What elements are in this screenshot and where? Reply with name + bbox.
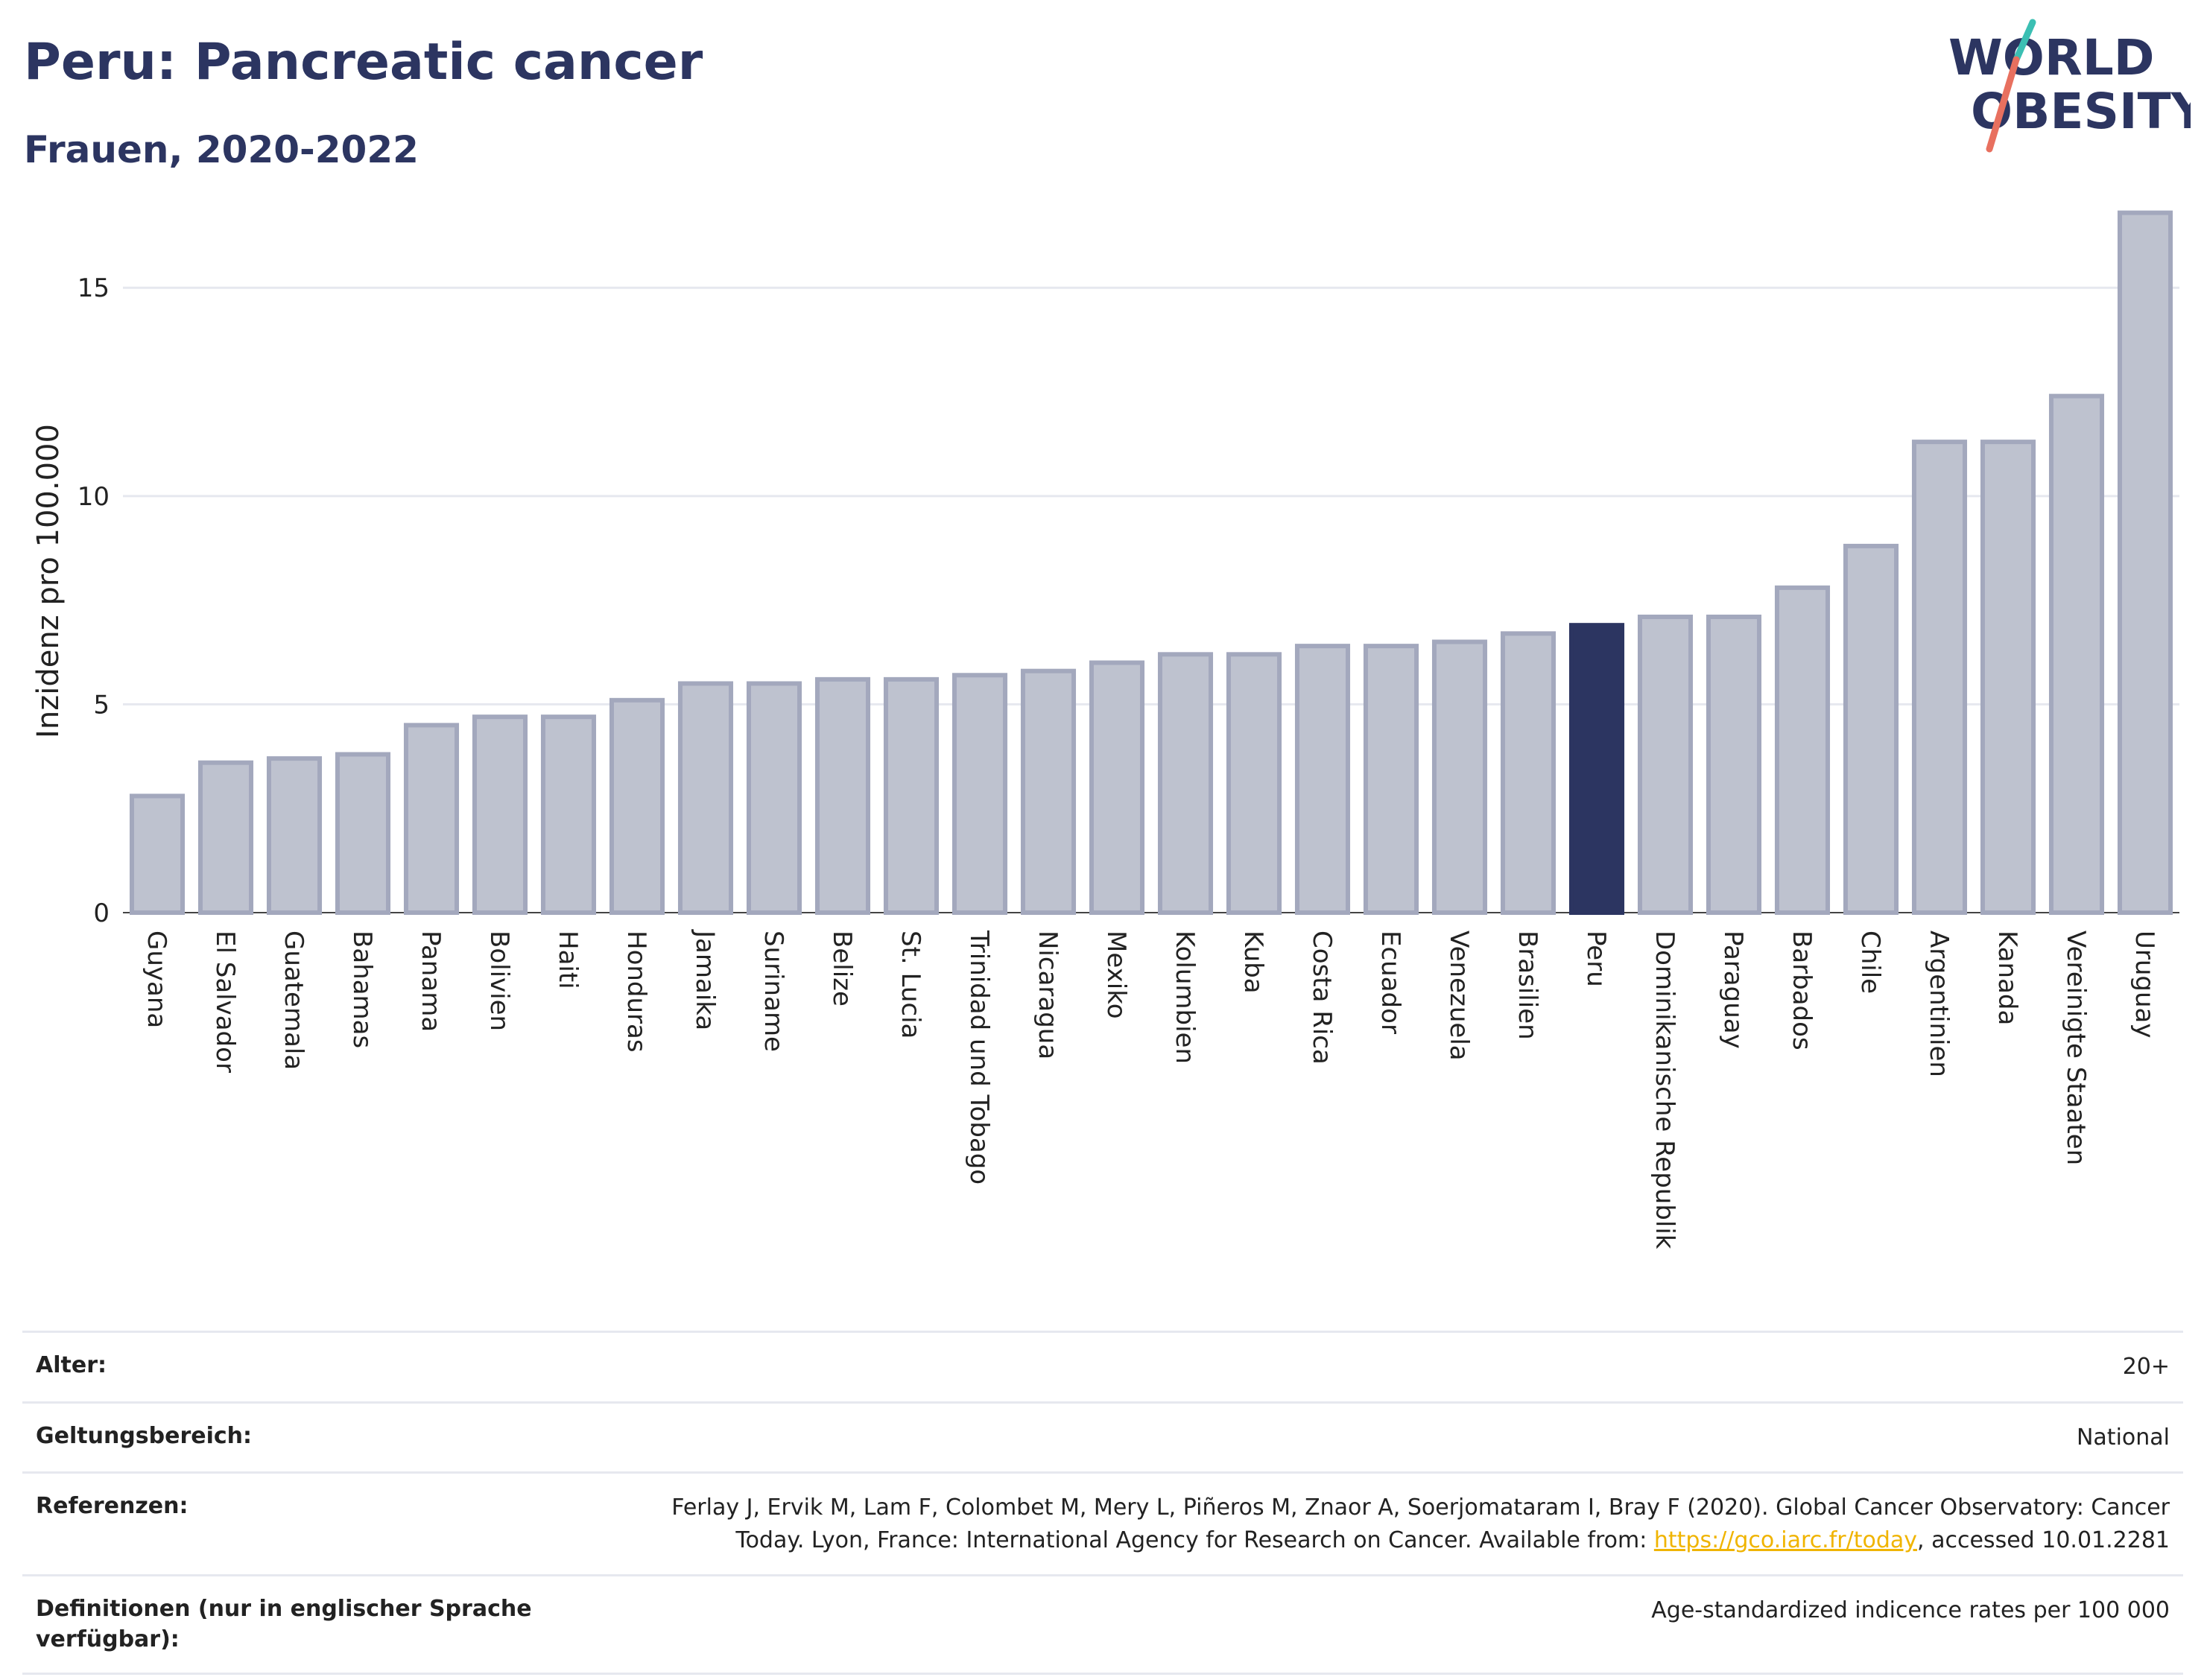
bar-venezuela	[1431, 639, 1488, 915]
x-tick-label: Venezuela	[1444, 931, 1474, 1061]
bar-paraguay	[1706, 614, 1762, 915]
grid-lines	[123, 286, 2179, 913]
bar-chart: 0 5 10 15 Guyana El Salvador Guatemala Bahamas…	[31, 210, 2179, 1249]
y-tick-label: 0	[93, 898, 110, 928]
x-tick-label: Paraguay	[1718, 931, 1748, 1049]
bar-ecuador	[1363, 644, 1419, 915]
bar-nicaragua	[1020, 668, 1077, 915]
x-tick-label: Belize	[827, 931, 857, 1007]
bar-guyana	[129, 793, 186, 916]
x-tick-label: Kolumbien	[1170, 931, 1200, 1064]
x-tick-label: Honduras	[621, 931, 651, 1053]
x-tick-label: Jamaika	[690, 929, 720, 1030]
meta-value-age: 20+	[2122, 1354, 2170, 1380]
y-tick-label: 5	[93, 690, 110, 720]
bar-haiti	[540, 714, 597, 915]
x-tick-label: Vereinigte Staaten	[2061, 931, 2091, 1165]
bar-el-salvador	[197, 760, 254, 916]
bar-st-lucia	[883, 676, 940, 915]
x-tick-label: El Salvador	[210, 931, 240, 1073]
world-obesity-logo: WORLD OBESITY	[1948, 19, 2191, 153]
meta-label-age: Alter:	[36, 1352, 107, 1378]
x-tick-label: Chile	[1855, 931, 1885, 994]
logo-line1: WORLD	[1948, 29, 2155, 86]
meta-label-references: Referenzen:	[36, 1493, 189, 1519]
bar-belize	[814, 676, 871, 915]
bar-peru	[1568, 623, 1625, 915]
bar-bolivien	[472, 714, 528, 915]
logo-slash-top	[2013, 19, 2036, 63]
meta-row-references: Referenzen: Ferlay J, Ervik M, Lam F, Co…	[22, 1471, 2183, 1574]
bar-kuba	[1226, 652, 1282, 915]
bar-panama	[403, 723, 460, 916]
bar-vereinigte-staaten	[2048, 393, 2105, 915]
x-tick-label: Bahamas	[347, 931, 377, 1048]
meta-label-scope: Geltungsbereich:	[36, 1422, 253, 1449]
bar-guatemala	[266, 756, 323, 915]
x-tick-label: Costa Rica	[1307, 931, 1337, 1065]
x-tick-label: St. Lucia	[896, 931, 925, 1039]
x-tick-label: Haiti	[553, 931, 583, 989]
bar-kanada	[1980, 440, 2036, 915]
metadata-table: Alter: 20+ Geltungsbereich: National Ref…	[22, 1331, 2183, 1675]
bar-uruguay	[2117, 210, 2173, 915]
y-axis-label: Inzidenz pro 100.000	[31, 424, 66, 738]
meta-row-age: Alter: 20+	[22, 1331, 2183, 1401]
bar-chile	[1843, 543, 1899, 916]
x-tick-label: Kuba	[1238, 931, 1268, 994]
meta-value-scope: National	[2076, 1424, 2170, 1451]
reference-accessed: , accessed 10.01.2281	[1917, 1527, 2170, 1553]
x-tick-label: Brasilien	[1513, 931, 1542, 1040]
x-tick-label: Trinidad und Tobago	[964, 930, 994, 1185]
x-axis-ticks: Guyana El Salvador Guatemala Bahamas Panama B…	[142, 929, 2159, 1249]
x-tick-label: Ecuador	[1375, 931, 1405, 1034]
y-axis-ticks: 0 5 10 15	[77, 273, 110, 928]
chart-title: Peru: Pancreatic cancer	[24, 33, 703, 92]
meta-value-definitions: Age-standardized indicence rates per 100…	[1651, 1597, 2170, 1623]
bar-jamaika	[677, 681, 734, 915]
x-tick-label: Nicaragua	[1033, 931, 1063, 1059]
x-tick-label: Suriname	[759, 931, 788, 1052]
bar-mexiko	[1089, 660, 1145, 916]
bar-costa-rica	[1294, 644, 1351, 915]
bar-kolumbien	[1157, 652, 1214, 915]
y-tick-label: 10	[77, 482, 110, 512]
meta-value-references: Ferlay J, Ervik M, Lam F, Colombet M, Me…	[605, 1492, 2170, 1556]
y-tick-label: 15	[77, 273, 110, 303]
reference-text: Ferlay J, Ervik M, Lam F, Colombet M, Me…	[671, 1494, 2170, 1553]
meta-label-definitions: Definitionen (nur in englischer Sprache …	[36, 1596, 532, 1652]
bar-trinidad-und-tobago	[951, 673, 1008, 916]
x-tick-label: Dominikanische Republik	[1650, 931, 1679, 1249]
x-tick-label: Bolivien	[484, 931, 514, 1031]
meta-row-definitions: Definitionen (nur in englischer Sprache …	[22, 1574, 2183, 1675]
bar-brasilien	[1500, 631, 1557, 915]
x-tick-label: Mexiko	[1101, 931, 1131, 1019]
bar-honduras	[609, 697, 665, 916]
bars	[129, 210, 2173, 916]
reference-link[interactable]: https://gco.iarc.fr/today	[1653, 1527, 1918, 1553]
bar-bahamas	[335, 752, 391, 915]
x-tick-label: Guatemala	[279, 931, 308, 1070]
x-tick-label: Guyana	[142, 931, 171, 1028]
bar-dominikanische-republik	[1637, 614, 1694, 915]
x-tick-label: Panama	[416, 931, 446, 1032]
chart-subtitle: Frauen, 2020-2022	[24, 128, 419, 171]
x-tick-label: Kanada	[1992, 931, 2022, 1025]
x-tick-label: Argentinien	[1924, 931, 1954, 1077]
bar-suriname	[746, 681, 802, 915]
x-tick-label: Peru	[1581, 931, 1611, 987]
x-tick-label: Barbados	[1787, 931, 1817, 1050]
bar-barbados	[1774, 585, 1831, 915]
meta-row-scope: Geltungsbereich: National	[22, 1401, 2183, 1472]
logo-slash-bottom	[1986, 56, 2020, 153]
bar-argentinien	[1911, 440, 1968, 915]
x-tick-label: Uruguay	[2129, 931, 2159, 1039]
